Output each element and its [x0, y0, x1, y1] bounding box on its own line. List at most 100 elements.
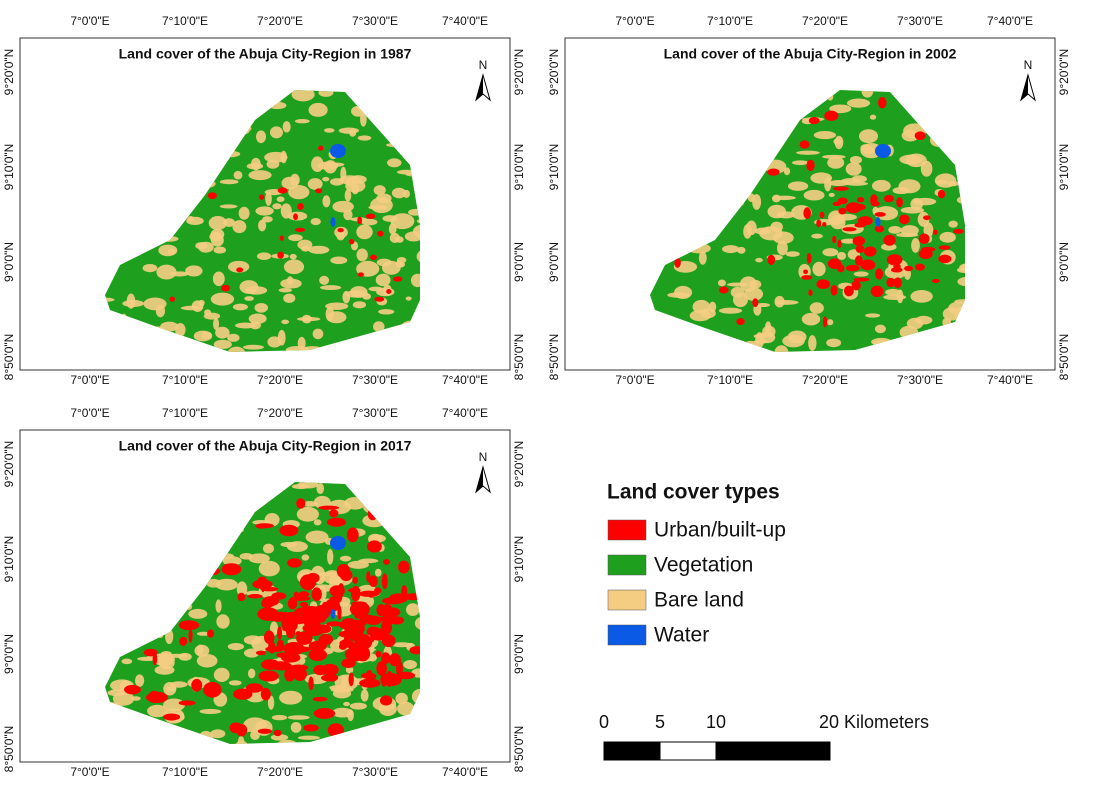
bare-patch [812, 261, 826, 277]
legend-label: Water [654, 624, 709, 647]
urban-patch [806, 252, 812, 264]
bare-patch [700, 308, 716, 319]
urban-patch [351, 601, 367, 606]
urban-patch [124, 684, 141, 695]
urban-patch [409, 646, 420, 655]
bare-patch [280, 203, 292, 219]
urban-patch [816, 219, 822, 228]
urban-patch [870, 285, 884, 298]
bare-patch [772, 195, 796, 201]
urban-patch [921, 246, 936, 252]
lat-label-right: 9°0'0"N [1057, 242, 1071, 282]
bare-patch [280, 150, 287, 164]
urban-patch [915, 263, 925, 271]
lon-label-bottom: 7°30'0"E [352, 373, 398, 387]
urban-patch [293, 213, 298, 221]
bare-patch [826, 338, 842, 348]
bare-patch [215, 326, 230, 339]
bare-patch [395, 692, 408, 705]
urban-patch [374, 296, 385, 302]
bare-patch [238, 206, 250, 220]
urban-patch [827, 258, 842, 269]
urban-patch [830, 285, 838, 296]
bare-patch [236, 581, 248, 597]
legend-label: Urban/built-up [654, 519, 786, 542]
urban-patch [297, 202, 304, 211]
bare-patch [808, 335, 817, 351]
urban-patch [191, 678, 203, 692]
map-title: Land cover of the Abuja City-Region in 2… [119, 438, 412, 454]
bare-patch [896, 232, 919, 238]
legend-label: Bare land [654, 589, 744, 612]
bare-patch [281, 319, 290, 325]
bare-patch [219, 179, 239, 185]
lat-label-left: 9°0'0"N [547, 242, 561, 282]
bare-patch [107, 689, 127, 697]
lat-label-right: 8°50'0"N [1057, 334, 1071, 381]
bare-patch [340, 166, 347, 181]
bare-patch [301, 500, 319, 507]
bare-patch [288, 234, 303, 242]
bare-patch [910, 197, 924, 211]
bare-patch [210, 729, 226, 739]
bare-patch [267, 336, 282, 348]
bare-patch [352, 301, 367, 309]
lat-label-right: 9°0'0"N [512, 634, 526, 674]
water-body [330, 609, 336, 619]
scale-segment [715, 741, 831, 761]
lat-label-left: 8°50'0"N [547, 334, 561, 381]
lat-label-right: 9°20'0"N [1057, 49, 1071, 96]
urban-patch [354, 634, 373, 650]
bare-patch [279, 690, 303, 705]
bare-patch [327, 548, 334, 565]
urban-patch [236, 723, 248, 737]
urban-patch [854, 222, 866, 228]
urban-patch [855, 244, 865, 254]
bare-patch [858, 129, 879, 144]
urban-patch [245, 683, 264, 693]
urban-patch [337, 228, 344, 233]
bare-patch [199, 708, 222, 715]
bare-patch [956, 266, 965, 274]
urban-patch [357, 216, 362, 225]
lon-label-top: 7°40'0"E [442, 406, 488, 420]
bare-patch [356, 224, 373, 240]
bare-patch [154, 665, 175, 675]
bare-patch [915, 315, 933, 325]
bare-patch [248, 313, 267, 324]
north-label: N [1024, 58, 1033, 72]
bare-patch [188, 608, 208, 619]
bare-patch [233, 170, 243, 180]
lat-label-left: 9°20'0"N [547, 49, 561, 96]
water-body [330, 144, 346, 158]
bare-patch [166, 686, 177, 692]
bare-patch [135, 674, 145, 687]
bare-patch [329, 178, 344, 186]
bare-patch [286, 541, 308, 552]
lon-label-top: 7°20'0"E [257, 406, 303, 420]
urban-patch [366, 670, 373, 676]
urban-patch [886, 277, 896, 288]
urban-patch [845, 202, 862, 214]
bare-patch [349, 175, 367, 184]
urban-patch [315, 188, 323, 194]
bare-patch [326, 311, 347, 324]
bare-patch [397, 701, 415, 716]
urban-patch [343, 634, 351, 647]
bare-patch [282, 121, 291, 133]
bare-patch [126, 293, 136, 309]
bare-patch [322, 176, 330, 182]
urban-patch [313, 708, 336, 719]
lon-label-top: 7°10'0"E [162, 14, 208, 28]
bare-patch [332, 688, 352, 699]
bare-patch [196, 631, 211, 636]
urban-patch [933, 229, 938, 235]
bare-patch [770, 221, 783, 233]
urban-patch [287, 558, 302, 568]
bare-patch [391, 187, 407, 199]
bare-patch [344, 189, 352, 202]
bare-patch [232, 303, 248, 311]
bare-patch [244, 296, 254, 301]
bare-patch [801, 312, 821, 326]
bare-patch [296, 506, 319, 522]
